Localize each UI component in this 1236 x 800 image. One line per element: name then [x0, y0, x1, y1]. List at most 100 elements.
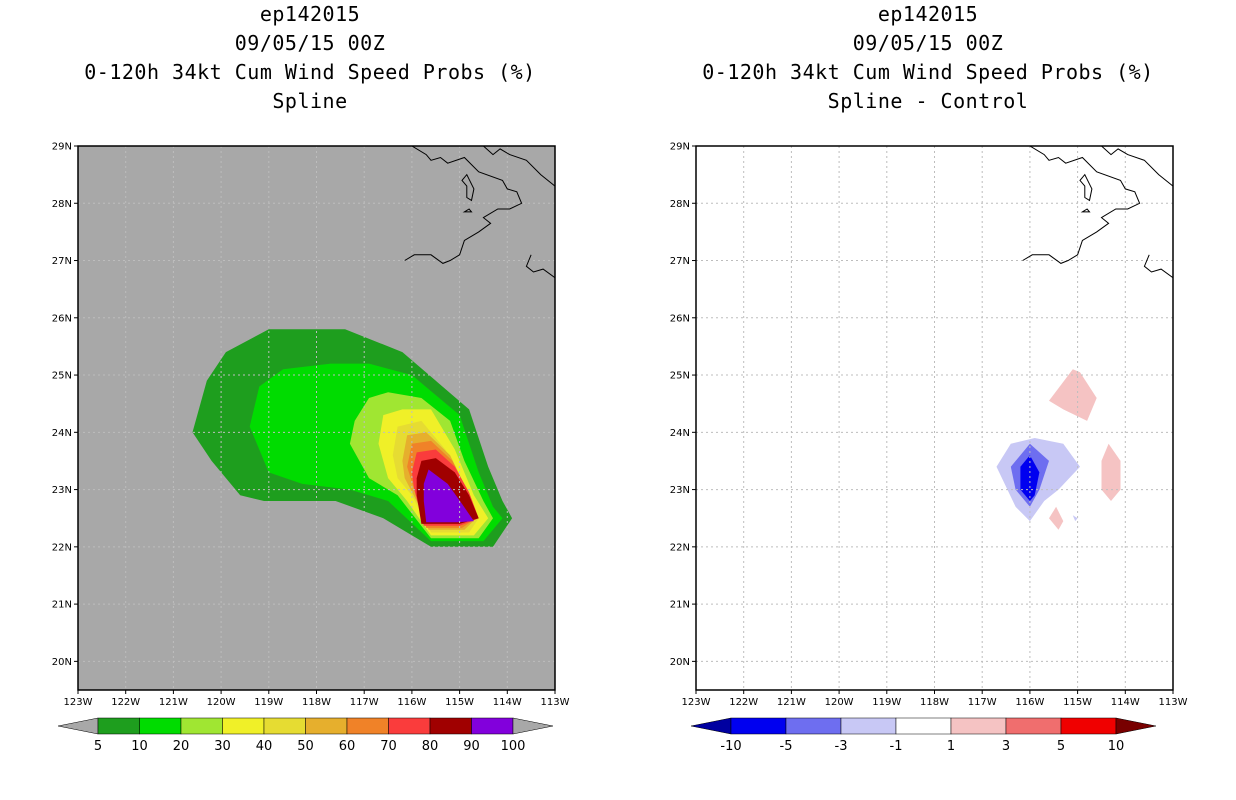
left-y-tick-label: 20N — [52, 657, 72, 668]
left-y-tick-label: 24N — [52, 428, 72, 439]
left-colorbar-label: 10 — [131, 739, 148, 754]
left-colorbar-label: 20 — [173, 739, 190, 754]
left-colorbar-label: 60 — [339, 739, 356, 754]
left-x-tick-label: 114W — [493, 697, 522, 708]
left-storm-id: ep142015 — [259, 2, 361, 26]
left-colorbar-swatch — [97, 717, 140, 735]
right-y-tick-label: 24N — [670, 428, 690, 439]
left-colorbar-swatch — [305, 717, 348, 735]
left-colorbar-swatch — [388, 717, 431, 735]
left-colorbar-label: 50 — [297, 739, 314, 754]
right-x-tick-label: 123W — [682, 697, 711, 708]
right-colorbar: -10 -5 -3 -1 1 3 5 10 — [690, 717, 1157, 754]
left-island — [462, 208, 473, 213]
left-colorbar-low-arrow — [57, 717, 99, 735]
left-y-tick-label: 26N — [52, 313, 72, 324]
left-colorbar-swatch — [471, 717, 514, 735]
right-x-tick-label: 113W — [1159, 697, 1188, 708]
left-colorbar-label: 40 — [256, 739, 273, 754]
right-x-tick-label: 122W — [729, 697, 758, 708]
left-y-tick-label: 25N — [52, 371, 72, 382]
right-colorbar-high-arrow — [1115, 717, 1157, 735]
right-contour-neg1-4 — [1072, 515, 1078, 522]
right-colorbar-swatch — [840, 717, 897, 735]
left-colorbar-swatch — [429, 717, 472, 735]
right-coastline — [1143, 254, 1173, 279]
right-product-title: 0-120h 34kt Cum Wind Speed Probs (%) — [702, 60, 1154, 84]
right-storm-id: ep142015 — [877, 2, 979, 26]
right-y-tick-label: 29N — [670, 142, 690, 153]
right-colorbar-label: 10 — [1108, 739, 1125, 754]
left-colorbar-label: 30 — [214, 739, 231, 754]
left-y-tick-label: 28N — [52, 199, 72, 210]
right-coastline — [1022, 146, 1141, 264]
right-colorbar-swatch — [895, 717, 952, 735]
right-y-tick-label: 28N — [670, 199, 690, 210]
right-x-tick-label: 119W — [872, 697, 901, 708]
left-coastline — [404, 146, 523, 264]
left-y-tick-label: 21N — [52, 600, 72, 611]
right-colorbar-label: 3 — [1002, 739, 1010, 754]
left-product-title: 0-120h 34kt Cum Wind Speed Probs (%) — [84, 60, 536, 84]
left-colorbar-swatch — [263, 717, 306, 735]
right-colorbar-label: -3 — [835, 739, 848, 754]
right-x-tick-label: 114W — [1111, 697, 1140, 708]
right-island — [1080, 208, 1091, 213]
right-x-tick-label: 116W — [1015, 697, 1044, 708]
right-colorbar-label: -5 — [780, 739, 793, 754]
left-colorbar-label: 5 — [94, 739, 102, 754]
right-x-tick-label: 121W — [777, 697, 806, 708]
left-y-tick-label: 22N — [52, 542, 72, 553]
left-x-tick-label: 118W — [302, 697, 331, 708]
right-x-tick-label: 118W — [920, 697, 949, 708]
left-subtitle: Spline — [272, 89, 348, 113]
right-colorbar-label: -1 — [890, 739, 903, 754]
left-x-tick-label: 116W — [397, 697, 426, 708]
left-x-tick-label: 120W — [207, 697, 236, 708]
left-date: 09/05/15 00Z — [234, 31, 386, 55]
right-contour-1-0 — [1049, 369, 1097, 421]
left-colorbar-label: 70 — [380, 739, 397, 754]
right-colorbar-swatch — [785, 717, 842, 735]
left-x-tick-label: 113W — [541, 697, 570, 708]
left-x-tick-label: 119W — [254, 697, 283, 708]
right-y-tick-label: 27N — [670, 256, 690, 267]
right-island — [1079, 173, 1093, 202]
right-y-tick-label: 23N — [670, 485, 690, 496]
left-map-plot: 123W 122W 121W 120W 119W 118W 117W 116W 115W 114W… — [52, 142, 570, 709]
left-coastline — [525, 254, 555, 279]
left-x-tick-label: 115W — [445, 697, 474, 708]
left-x-tick-label: 117W — [350, 697, 379, 708]
left-y-tick-label: 27N — [52, 256, 72, 267]
left-colorbar-swatch — [139, 717, 182, 735]
right-y-tick-label: 25N — [670, 371, 690, 382]
right-chart-title-block: ep142015 09/05/15 00Z 0-120h 34kt Cum Wind… — [688, 0, 1168, 116]
left-colorbar-label: 80 — [422, 739, 439, 754]
left-island — [461, 173, 475, 202]
left-coastline — [483, 146, 555, 187]
right-colorbar-swatch — [1005, 717, 1062, 735]
left-contour-90-9 — [423, 469, 474, 523]
right-colorbar-swatch — [730, 717, 787, 735]
right-x-tick-label: 120W — [825, 697, 854, 708]
right-contour-neg5-6 — [1020, 455, 1040, 501]
right-x-tick-label: 117W — [968, 697, 997, 708]
left-chart-title-block: ep142015 09/05/15 00Z 0-120h 34kt Cum Wind… — [70, 0, 550, 116]
left-x-tick-label: 122W — [111, 697, 140, 708]
left-colorbar-label: 100 — [501, 739, 526, 754]
left-colorbar-swatch — [180, 717, 223, 735]
right-y-tick-label: 22N — [670, 542, 690, 553]
left-x-tick-label: 121W — [159, 697, 188, 708]
left-colorbar-label: 90 — [463, 739, 480, 754]
right-date: 09/05/15 00Z — [852, 31, 1004, 55]
right-subtitle: Spline - Control — [827, 89, 1029, 113]
left-y-tick-label: 29N — [52, 142, 72, 153]
right-colorbar-label: 5 — [1057, 739, 1065, 754]
right-map-plot: 123W 122W 121W 120W 119W 118W 117W 116W 115W 114W… — [670, 142, 1188, 709]
right-colorbar-label: -10 — [720, 739, 741, 754]
right-colorbar-label: 1 — [947, 739, 955, 754]
right-y-tick-label: 21N — [670, 600, 690, 611]
right-y-tick-label: 20N — [670, 657, 690, 668]
right-colorbar-swatch — [950, 717, 1007, 735]
